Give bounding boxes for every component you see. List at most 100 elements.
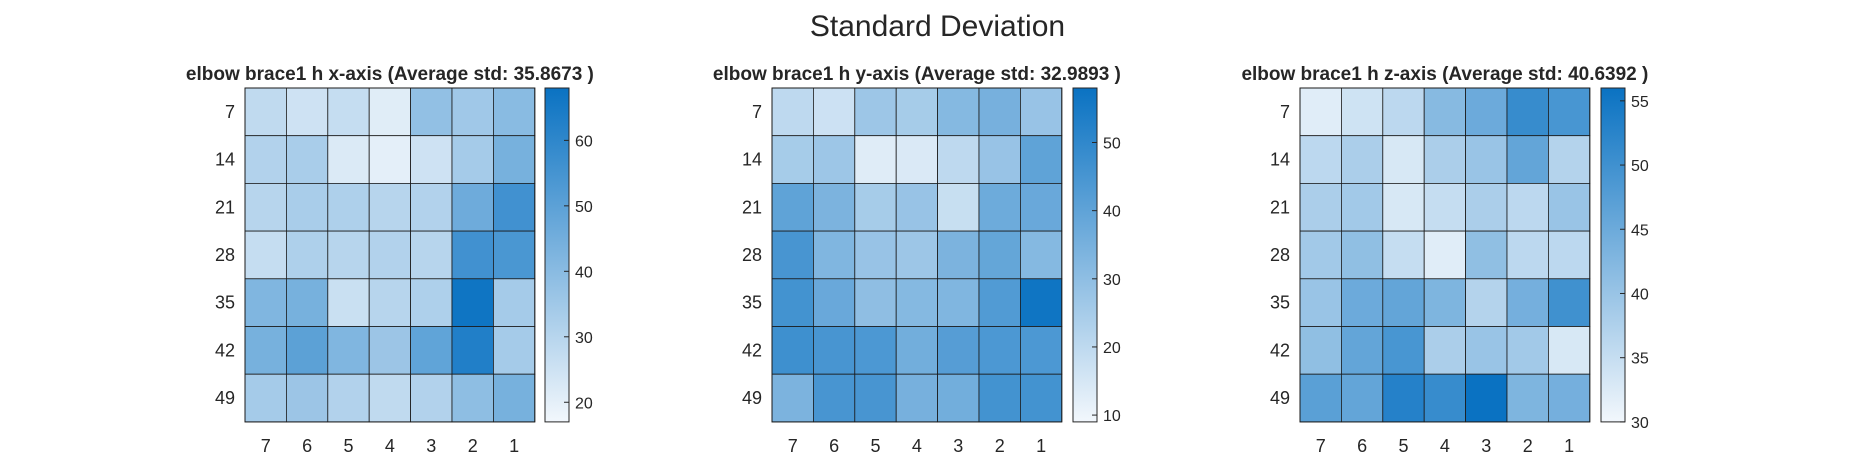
heatmap-cell: [244, 278, 287, 327]
heatmap-cell: [451, 182, 494, 232]
heatmap-cell: [451, 278, 494, 327]
heatmap-cell: [1506, 326, 1549, 375]
heatmap-cell: [854, 182, 897, 232]
heatmap-cell: [327, 87, 370, 137]
heatmap-cell: [771, 135, 814, 184]
heatmap-cell: [854, 135, 897, 184]
y-tick-label: 42: [742, 340, 762, 360]
heatmap-cell: [327, 135, 370, 184]
heatmap-cell: [327, 278, 370, 327]
heatmap-cell: [854, 278, 897, 327]
heatmap-cell: [771, 182, 814, 232]
heatmap-cell: [813, 373, 856, 423]
heatmap-cell: [492, 326, 536, 375]
heatmap-cell: [1465, 373, 1508, 423]
heatmap-cell: [1382, 230, 1425, 280]
colorbar-tick-label: 35: [1631, 351, 1649, 368]
heatmap-cell: [285, 326, 329, 375]
heatmap-cell: [1299, 278, 1342, 327]
heatmap-cell: [327, 230, 370, 280]
y-tick-label: 49: [742, 388, 762, 408]
heatmap-frame: [1299, 87, 1591, 423]
heatmap-cell: [1423, 230, 1466, 280]
x-tick-label: 5: [1398, 436, 1408, 456]
x-tick-label: 7: [788, 436, 798, 456]
heatmap-cell: [937, 278, 980, 327]
colorbar-tick-label: 10: [1103, 408, 1121, 425]
heatmap-cell: [1341, 373, 1384, 423]
heatmap-cell: [368, 135, 412, 184]
heatmap-cell: [285, 182, 329, 232]
heatmap-cell: [368, 326, 412, 375]
heatmap-cell: [492, 278, 536, 327]
heatmap-cell: [1020, 87, 1063, 137]
heatmap-cell: [1506, 230, 1549, 280]
x-tick-label: 2: [1523, 436, 1533, 456]
heatmap-cell: [1020, 135, 1063, 184]
colorbar-tick-label: 40: [1631, 286, 1649, 303]
heatmap-cell: [1423, 87, 1466, 137]
colorbar-tick-label: 40: [1103, 204, 1121, 221]
y-tick-label: 21: [215, 197, 235, 217]
heatmap-cell: [1423, 326, 1466, 375]
heatmap-cell: [1341, 87, 1384, 137]
heatmap-cell: [813, 326, 856, 375]
heatmap-frame: [771, 87, 1063, 423]
heatmap-cell: [895, 230, 939, 280]
y-tick-label: 35: [742, 293, 762, 313]
heatmap-cell: [895, 326, 939, 375]
heatmap-cell: [327, 373, 370, 423]
heatmap-cell: [1548, 87, 1591, 137]
heatmap-cell: [1548, 230, 1591, 280]
heatmap-cell: [978, 135, 1021, 184]
y-tick-label: 35: [1270, 293, 1290, 313]
heatmap-panel-1: elbow brace1 h x-axis (Average std: 35.8…: [186, 64, 594, 456]
colorbar-tick-label: 50: [1631, 158, 1649, 175]
colorbar: [544, 87, 570, 423]
heatmap-cell: [285, 87, 329, 137]
panel-title: elbow brace1 h y-axis (Average std: 32.9…: [713, 64, 1121, 85]
heatmap-cell: [368, 230, 412, 280]
heatmap-cell: [285, 278, 329, 327]
heatmap-cell: [327, 326, 370, 375]
heatmap-cell: [1423, 135, 1466, 184]
heatmap-cell: [244, 326, 287, 375]
heatmap-cell: [1382, 373, 1425, 423]
colorbar-tick-label: 55: [1631, 94, 1649, 111]
x-tick-label: 4: [912, 436, 922, 456]
heatmap-cell: [1382, 87, 1425, 137]
heatmap-cell: [492, 182, 536, 232]
colorbar-tick-label: 60: [575, 133, 593, 150]
heatmap-cell: [1423, 182, 1466, 232]
y-tick-label: 7: [752, 102, 762, 122]
heatmap-cell: [451, 230, 494, 280]
heatmap-cell: [1465, 135, 1508, 184]
heatmap-cell: [813, 87, 856, 137]
colorbar-tick-label: 30: [575, 330, 593, 347]
colorbar-tick-label: 50: [1103, 136, 1121, 153]
heatmap-cell: [771, 278, 814, 327]
heatmap-cell: [978, 87, 1021, 137]
colorbar: [1600, 87, 1626, 423]
heatmap-cell: [1299, 87, 1342, 137]
heatmap-cell: [1020, 182, 1063, 232]
heatmap-cell: [1341, 182, 1384, 232]
heatmap-cell: [1465, 278, 1508, 327]
colorbar-tick-label: 30: [1103, 272, 1121, 289]
heatmap-cell: [492, 373, 536, 423]
heatmap-cell: [410, 87, 453, 137]
panel-title: elbow brace1 h x-axis (Average std: 35.8…: [186, 64, 594, 85]
heatmap-cell: [492, 135, 536, 184]
y-tick-label: 35: [215, 293, 235, 313]
heatmap-cell: [937, 87, 980, 137]
heatmap-cell: [937, 230, 980, 280]
heatmap-cell: [410, 230, 453, 280]
x-tick-label: 4: [1440, 436, 1450, 456]
heatmap-cell: [1382, 326, 1425, 375]
heatmap-cell: [327, 182, 370, 232]
x-tick-label: 2: [995, 436, 1005, 456]
heatmap-cell: [1548, 326, 1591, 375]
heatmap-cell: [771, 87, 814, 137]
heatmap-cell: [1299, 135, 1342, 184]
